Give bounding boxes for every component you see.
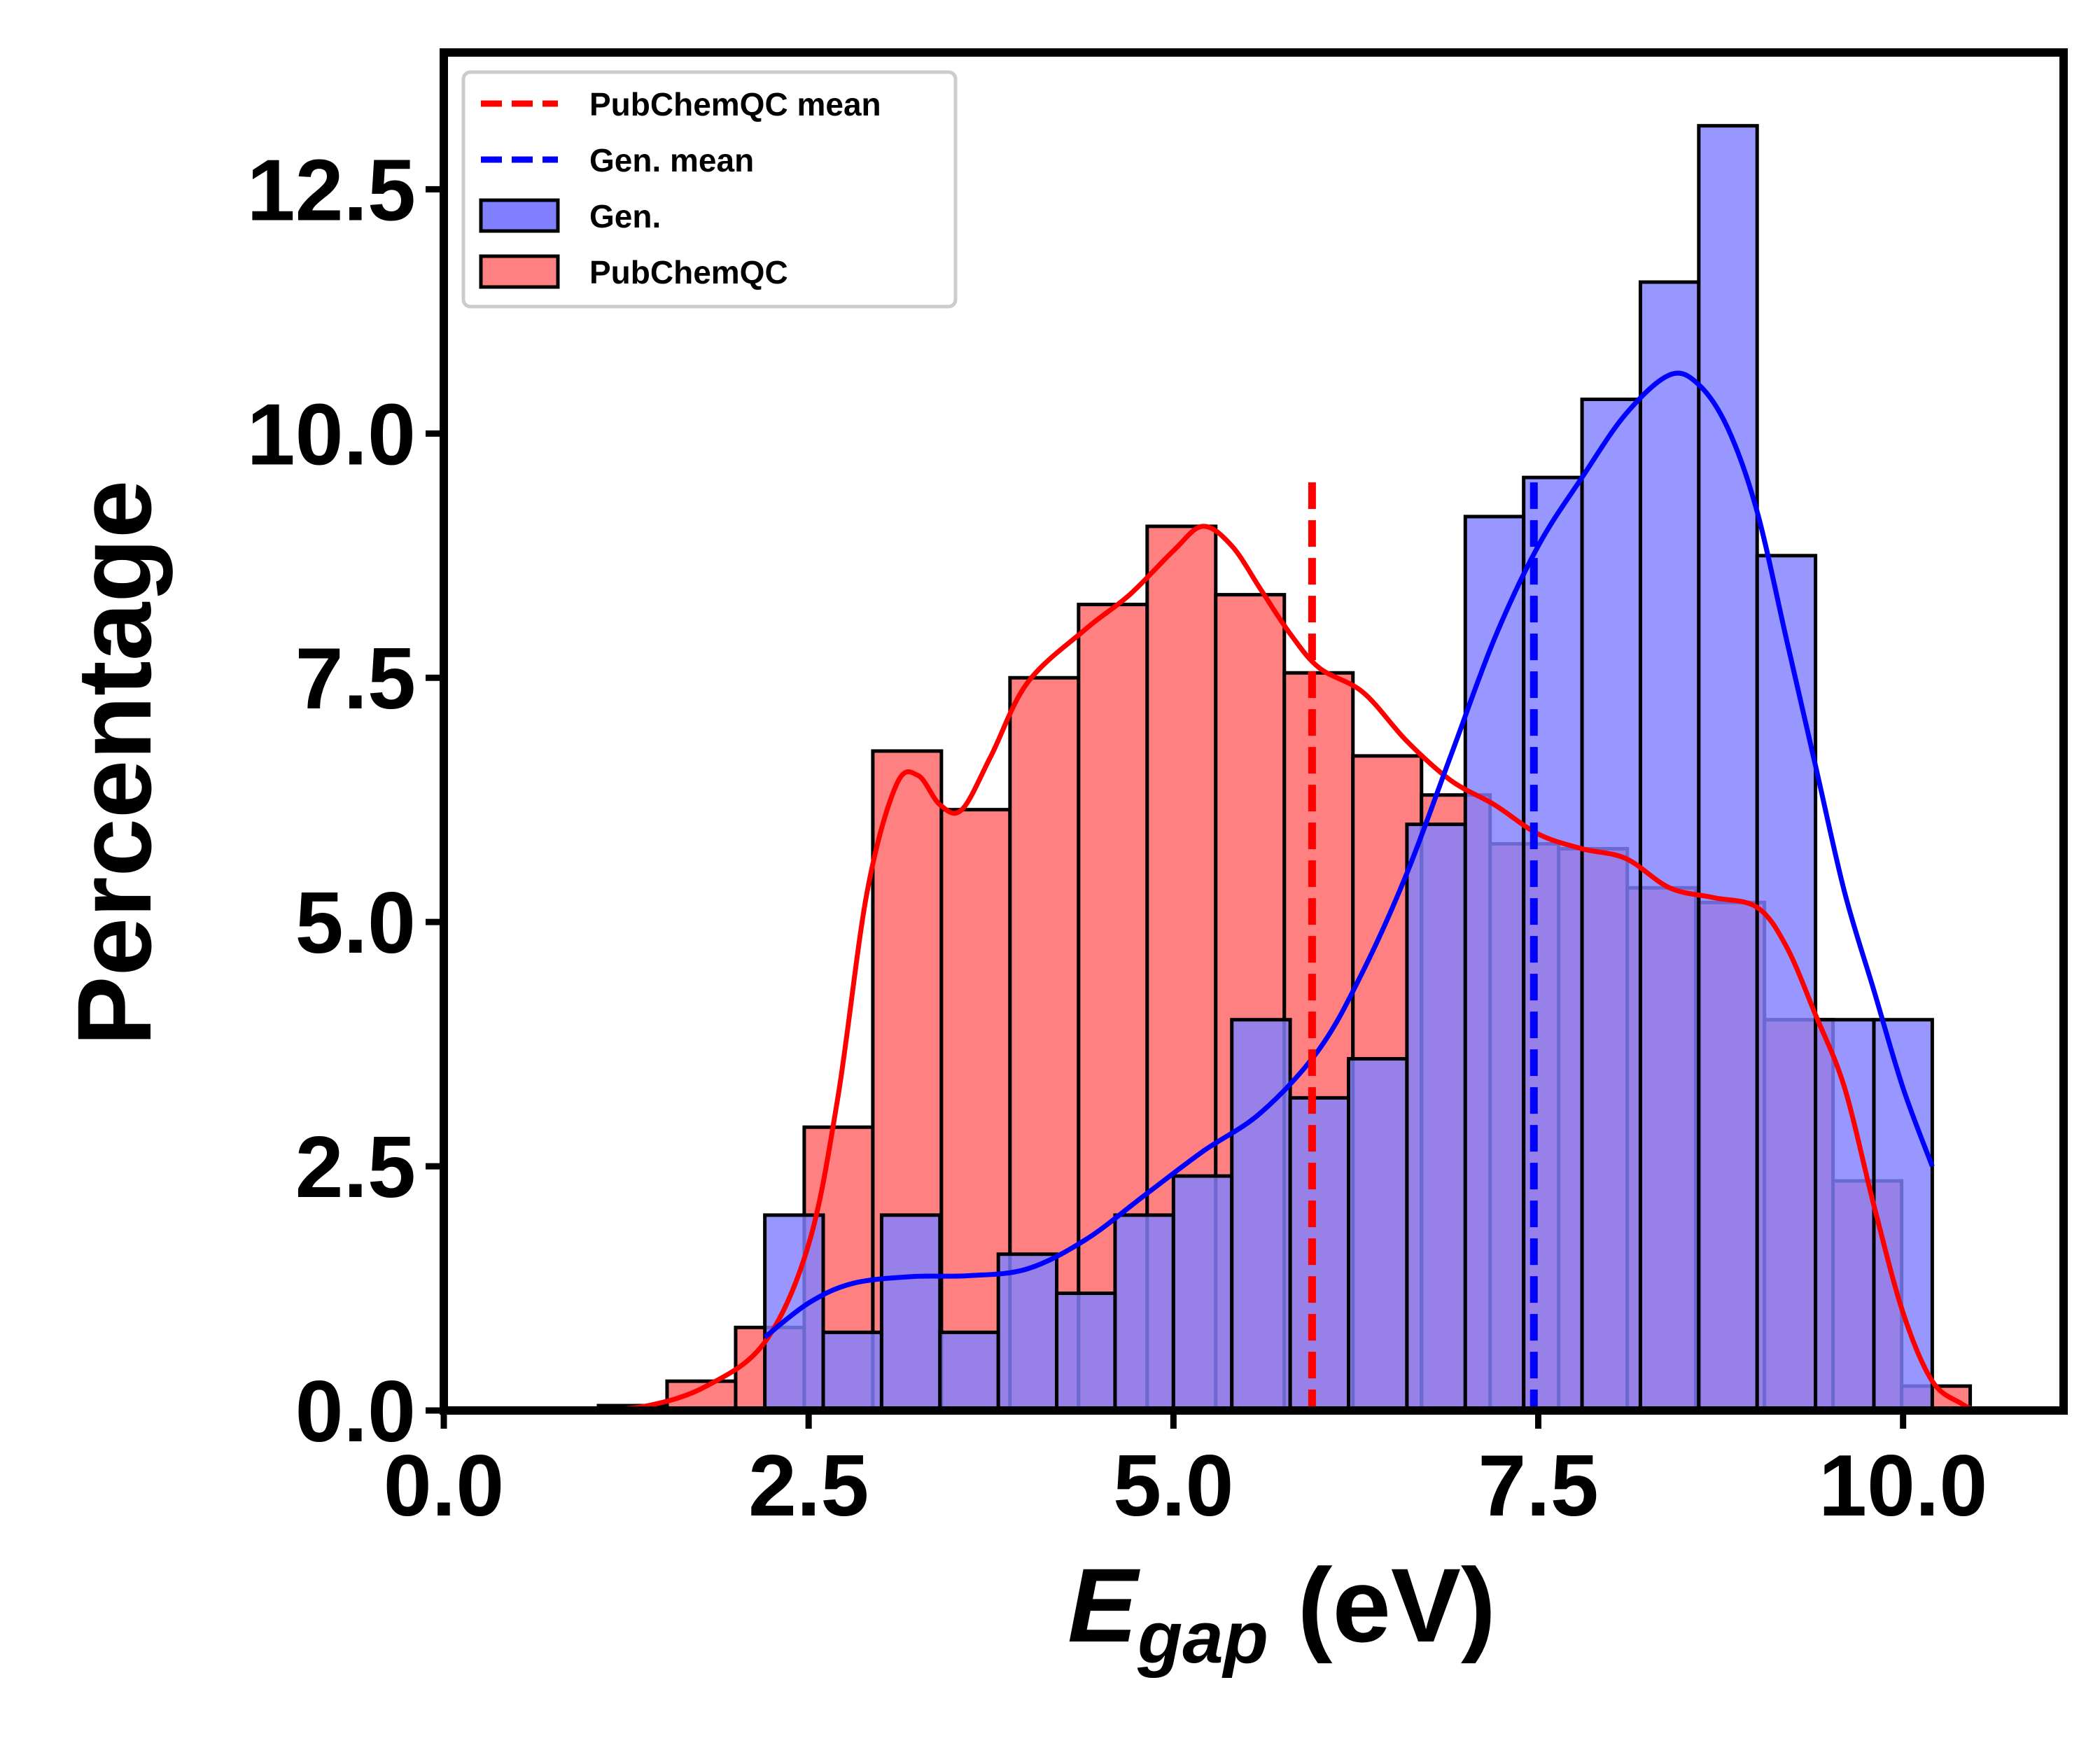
- gen-bar-3: [938, 1330, 1000, 1413]
- legend-label-pubchemqc-mean: PubChemQC mean: [589, 86, 881, 122]
- gen-bar-5: [1055, 1292, 1117, 1413]
- y-axis-ticks: 0.0 2.5 5.0 7.5 10.0 12.5: [247, 142, 444, 1460]
- legend-label-gen: Gen.: [589, 198, 661, 234]
- gen-bar-6: [1113, 1213, 1175, 1413]
- gen-bar-14: [1580, 397, 1642, 1413]
- legend-swatch-pubchemqc: [479, 254, 560, 289]
- y-tick-label: 10.0: [247, 386, 416, 483]
- x-tick-label: 10.0: [1819, 1438, 1987, 1534]
- x-axis-title-unit: (eV): [1268, 1546, 1496, 1664]
- y-axis-title: Percentage: [55, 480, 173, 1046]
- legend-box: [461, 70, 958, 309]
- gen-bar-4: [996, 1252, 1059, 1413]
- mean-lines: [1308, 482, 1538, 1410]
- gen-kde-curve: [763, 370, 1935, 1340]
- y-tick-label: 7.5: [295, 631, 416, 727]
- gen-bar-7: [1171, 1174, 1234, 1413]
- legend: PubChemQC mean Gen. mean Gen. PubChemQC: [461, 70, 958, 309]
- gen-bar-18: [1814, 1018, 1876, 1413]
- gen-bar-8: [1230, 1018, 1292, 1413]
- gen-bar-2: [879, 1213, 942, 1413]
- gen-bar-10: [1347, 1057, 1409, 1413]
- x-axis-title: Egap (eV): [1068, 1546, 1496, 1679]
- gen-bar-17: [1755, 554, 1818, 1413]
- x-axis-ticks: 0.0 2.5 5.0 7.5 10.0: [384, 1410, 1987, 1534]
- plot-frame: [440, 48, 2068, 1415]
- y-tick-label: 12.5: [247, 142, 416, 239]
- gen-bar-15: [1638, 280, 1701, 1413]
- gen-bar-9: [1288, 1096, 1351, 1413]
- x-axis-title-subscript: gap: [1137, 1597, 1268, 1679]
- gen-bar-16: [1697, 124, 1759, 1413]
- y-tick-label: 2.5: [295, 1119, 416, 1216]
- x-axis-title-symbol: E: [1068, 1546, 1140, 1664]
- x-tick-label: 5.0: [1113, 1438, 1233, 1534]
- x-tick-label: 2.5: [748, 1438, 869, 1534]
- legend-label-gen-mean: Gen. mean: [589, 142, 754, 178]
- pubchemqc-kde-curve: [589, 524, 1977, 1413]
- gen-bar-19: [1872, 1018, 1934, 1413]
- y-tick-label: 0.0: [295, 1364, 416, 1460]
- gen-bar-11: [1405, 822, 1467, 1413]
- x-tick-label: 0.0: [384, 1438, 504, 1534]
- y-tick-label: 5.0: [295, 875, 416, 972]
- gen-bar-12: [1463, 514, 1526, 1413]
- legend-label-pubchemqc: PubChemQC: [589, 254, 788, 290]
- x-tick-label: 7.5: [1478, 1438, 1598, 1534]
- kde-curves: [589, 370, 1977, 1413]
- legend-swatch-gen: [479, 198, 560, 233]
- gen-bar-1: [821, 1330, 883, 1413]
